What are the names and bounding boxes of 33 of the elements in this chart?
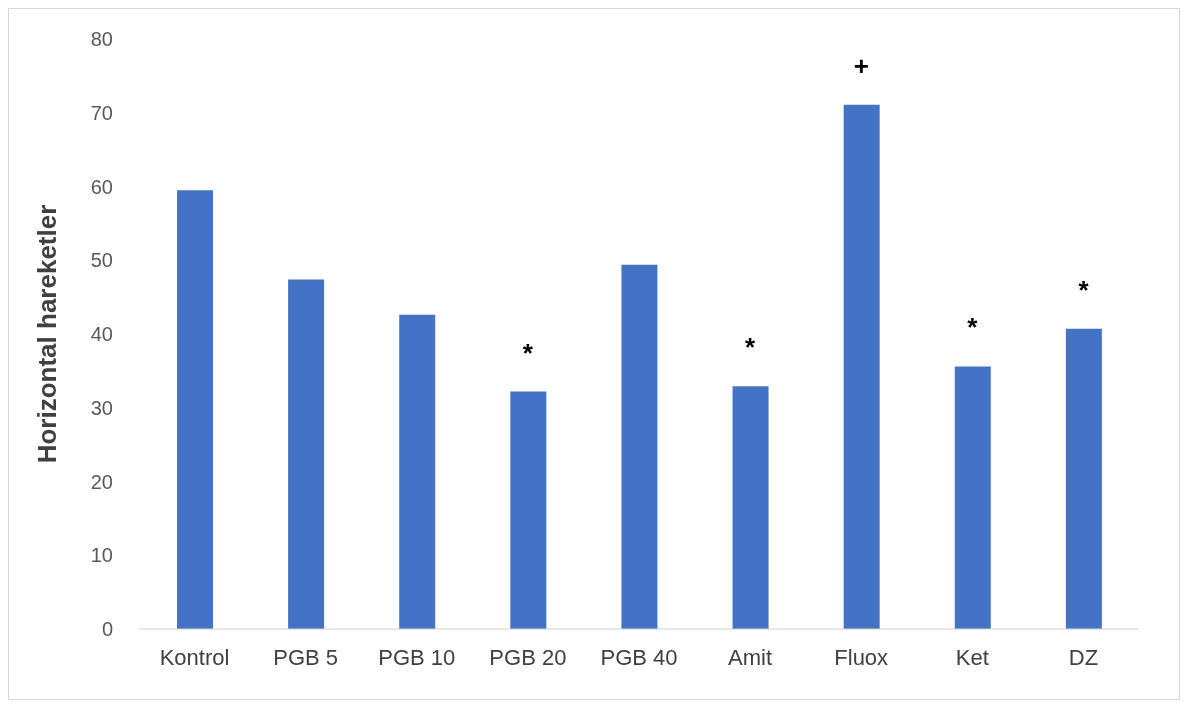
bar (510, 391, 547, 629)
bar (954, 366, 991, 629)
annotation: * (1078, 274, 1090, 305)
bar (399, 314, 436, 629)
y-tick-label: 70 (90, 101, 113, 124)
y-tick-label: 50 (90, 249, 113, 272)
y-tick-label: 30 (90, 396, 113, 419)
annotation: * (745, 332, 757, 363)
bar (288, 279, 325, 629)
x-tick-label: Fluox (834, 644, 889, 670)
x-tick-label: PGB 10 (378, 644, 456, 670)
bar (621, 264, 658, 629)
y-tick-label: 60 (90, 175, 113, 198)
x-tick-label: Amit (728, 644, 773, 670)
y-tick-label: 0 (101, 618, 113, 641)
y-tick-label: 20 (90, 470, 113, 493)
y-tick-label: 80 (90, 28, 113, 51)
x-tick-label: PGB 40 (600, 644, 678, 670)
y-tick-label: 10 (90, 544, 113, 567)
x-tick-label: DZ (1068, 644, 1099, 670)
y-tick-label: 40 (90, 323, 113, 346)
annotation: * (522, 337, 534, 368)
x-tick-label: PGB 5 (273, 644, 339, 670)
bar (732, 386, 769, 629)
y-axis-title: Horizontal hareketler (32, 204, 63, 464)
bar (1065, 328, 1102, 629)
bar (843, 104, 880, 629)
annotation: * (967, 312, 979, 343)
annotation: + (853, 50, 869, 81)
x-tick-label: Kontrol (159, 644, 230, 670)
bar (177, 190, 213, 629)
x-tick-label: PGB 20 (489, 644, 567, 670)
x-tick-label: Ket (955, 644, 989, 670)
